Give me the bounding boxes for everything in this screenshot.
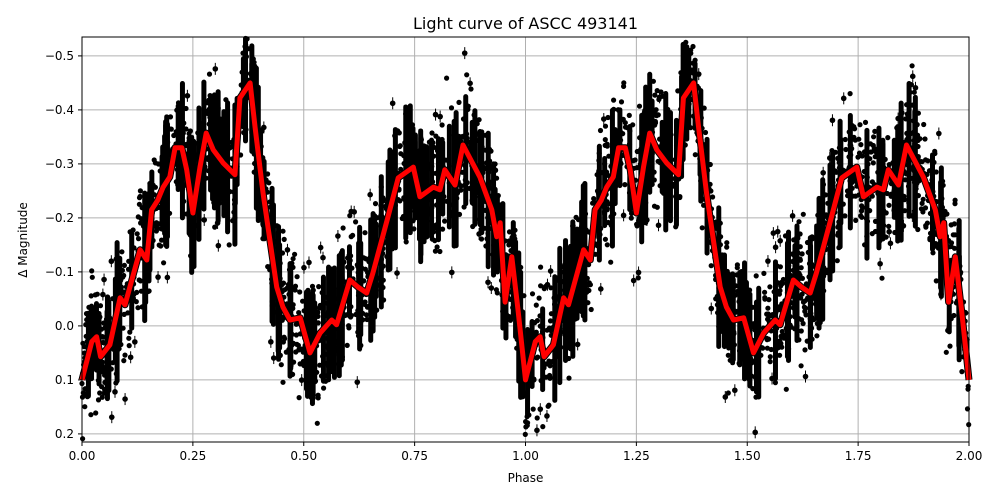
x-tick-label: 0.50 [290,449,317,463]
y-axis-ticks: −0.5 −0.4 −0.3 −0.2 −0.1 0.0 0.1 0.2 [45,49,82,441]
x-tick-label: 0.75 [401,449,428,463]
binned-light-curve-red [79,80,972,383]
y-tick-label: −0.3 [45,157,74,171]
x-tick-label: 0.25 [180,449,207,463]
y-tick-label: −0.5 [45,49,74,63]
y-tick-label: 0.0 [55,319,74,333]
x-tick-label: 1.25 [623,449,650,463]
y-axis-label: Δ Magnitude [16,202,30,278]
y-tick-label: −0.2 [45,211,74,225]
y-tick-label: −0.4 [45,103,74,117]
y-tick-label: 0.2 [55,427,74,441]
x-tick-label: 1.75 [845,449,872,463]
x-tick-label: 2.00 [956,449,983,463]
y-tick-label: −0.1 [45,265,74,279]
chart-title: Light curve of ASCC 493141 [413,14,638,33]
y-tick-label: 0.1 [55,373,74,387]
x-axis-label: Phase [508,471,544,485]
x-axis-ticks: 0.00 0.25 0.50 0.75 1.00 1.25 1.50 1.75 2.00 [69,442,983,463]
x-tick-label: 1.50 [734,449,761,463]
x-tick-label: 0.00 [69,449,96,463]
x-tick-label: 1.00 [512,449,539,463]
